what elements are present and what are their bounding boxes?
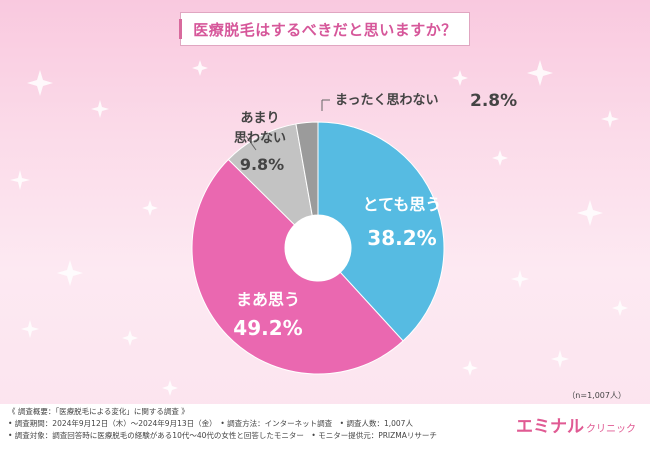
survey-period-line: • 調査期間：2024年9月12日（木）～2024年9月13日（金） • 調査方…: [8, 419, 413, 428]
brand-name: エミナル: [516, 417, 584, 437]
label-not-at-all: まったく思わない: [335, 93, 438, 108]
survey-summary-heading: 《 調査概要：「医療脱毛による変化」に関する調査 》: [8, 407, 189, 416]
value-not-much: 9.8%: [240, 155, 284, 174]
chart-title-box: 医療脱毛はするべきだと思いますか？: [179, 12, 470, 46]
label-some: まあ思う: [236, 290, 300, 309]
donut-hole: [285, 215, 351, 281]
leader-line-not-much: [245, 135, 257, 151]
label-not-much-1: あまり: [240, 111, 279, 126]
label-not-much-2: 思わない: [234, 131, 286, 146]
value-not-at-all: 2.8%: [470, 91, 517, 111]
brand-sub: クリニック: [586, 424, 636, 435]
chart-title: 医療脱毛はするべきだと思いますか？: [193, 20, 457, 39]
value-very: 38.2%: [367, 226, 436, 250]
value-some: 49.2%: [233, 316, 302, 340]
survey-footer: 《 調査概要：「医療脱毛による変化」に関する調査 》 • 調査期間：2024年9…: [0, 404, 650, 450]
brand-logo: エミナル クリニック: [516, 412, 636, 437]
label-very: とても思う: [363, 195, 442, 214]
sample-size-note: （n=1,007人）: [567, 391, 626, 400]
survey-target-line: • 調査対象：調査回答時に医療脱毛の経験がある10代～40代の女性と回答したモニ…: [8, 431, 437, 440]
